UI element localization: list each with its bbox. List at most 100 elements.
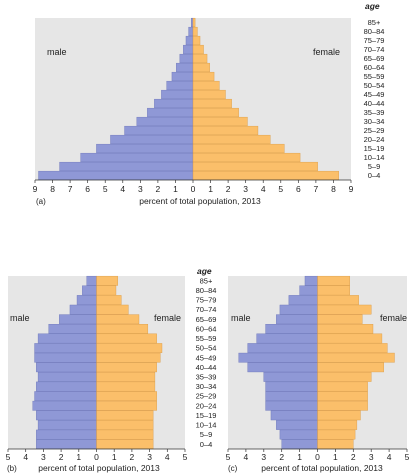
age-label-1-0: 0–4 bbox=[200, 440, 213, 449]
female-bar-2-10 bbox=[317, 343, 388, 353]
x-tick-label-1-1: 4 bbox=[23, 452, 28, 462]
female-bar-2-16 bbox=[317, 285, 350, 296]
panel-b-age-header: age bbox=[197, 266, 212, 276]
male-bar-0-1 bbox=[59, 161, 194, 172]
male-bar-0-14 bbox=[183, 44, 194, 55]
female-bar-1-3 bbox=[96, 410, 154, 421]
male-bar-1-8 bbox=[36, 362, 97, 373]
female-bar-0-12 bbox=[192, 62, 210, 73]
male-bar-2-7 bbox=[263, 372, 318, 382]
panel-c-label: (c) bbox=[228, 464, 238, 473]
male-bar-1-5 bbox=[34, 391, 97, 401]
female-bar-2-9 bbox=[317, 352, 395, 363]
female-bar-0-11 bbox=[192, 71, 215, 82]
x-tick-label-0-14: 5 bbox=[278, 184, 283, 194]
x-tick-label-0-3: 6 bbox=[85, 184, 90, 194]
female-bar-2-7 bbox=[317, 372, 372, 382]
female-bar-2-0 bbox=[317, 439, 354, 450]
x-tick-label-1-0: 5 bbox=[6, 452, 11, 462]
male-bar-1-1 bbox=[36, 429, 97, 440]
male-bar-1-6 bbox=[36, 381, 97, 392]
female-bar-1-17 bbox=[96, 275, 118, 286]
female-bar-2-8 bbox=[317, 362, 384, 373]
female-bar-1-7 bbox=[96, 372, 156, 382]
male-bar-1-17 bbox=[86, 275, 97, 286]
female-bar-2-6 bbox=[317, 381, 368, 392]
age-label-0-4: 20–24 bbox=[364, 135, 385, 144]
panel-a-age-header: age bbox=[365, 1, 380, 11]
x-tick-label-2-4: 1 bbox=[297, 452, 302, 462]
age-label-1-11: 55–59 bbox=[196, 334, 217, 343]
panel-a-male-label: male bbox=[47, 47, 67, 57]
panel-a-label: (a) bbox=[36, 197, 46, 206]
female-bar-0-5 bbox=[192, 125, 259, 136]
male-bar-2-2 bbox=[276, 420, 318, 430]
age-label-1-3: 15–19 bbox=[196, 411, 217, 420]
female-bar-2-11 bbox=[317, 333, 383, 344]
male-bar-2-10 bbox=[247, 343, 318, 353]
age-label-0-13: 65–69 bbox=[364, 54, 385, 63]
panel-a-xlabel: percent of total population, 2013 bbox=[139, 196, 261, 206]
panel-a-female-label: female bbox=[313, 47, 341, 57]
female-bar-0-13 bbox=[192, 53, 208, 64]
age-label-1-13: 65–69 bbox=[196, 315, 217, 324]
male-bar-1-11 bbox=[37, 333, 97, 344]
x-tick-label-0-17: 8 bbox=[331, 184, 336, 194]
male-bar-0-2 bbox=[80, 152, 194, 163]
age-label-1-6: 30–34 bbox=[196, 382, 217, 391]
female-bar-2-15 bbox=[317, 295, 359, 305]
male-bar-2-11 bbox=[256, 333, 318, 344]
x-tick-label-1-8: 3 bbox=[147, 452, 152, 462]
female-bar-0-0 bbox=[192, 170, 339, 181]
female-bar-2-4 bbox=[317, 400, 368, 411]
female-bar-1-11 bbox=[96, 333, 157, 344]
female-bar-2-3 bbox=[317, 410, 361, 421]
female-bar-2-13 bbox=[317, 314, 363, 325]
male-bar-2-3 bbox=[270, 410, 318, 421]
female-bar-2-5 bbox=[317, 391, 368, 401]
male-bar-2-16 bbox=[299, 285, 318, 296]
x-tick-label-1-3: 2 bbox=[59, 452, 64, 462]
female-bar-0-9 bbox=[192, 89, 226, 100]
male-bar-0-15 bbox=[185, 35, 194, 46]
x-tick-label-1-2: 3 bbox=[41, 452, 46, 462]
male-bar-0-11 bbox=[171, 71, 194, 82]
x-tick-label-2-10: 5 bbox=[405, 452, 410, 462]
female-bar-1-8 bbox=[96, 362, 157, 373]
age-label-0-0: 0–4 bbox=[368, 171, 381, 180]
male-bar-0-5 bbox=[124, 125, 194, 136]
age-label-0-11: 55–59 bbox=[364, 72, 385, 81]
female-bar-0-1 bbox=[192, 161, 318, 172]
male-bar-2-15 bbox=[288, 295, 318, 305]
age-label-0-3: 15–19 bbox=[364, 144, 385, 153]
x-tick-label-2-1: 4 bbox=[244, 452, 249, 462]
x-tick-label-0-9: 0 bbox=[191, 184, 196, 194]
male-bar-1-16 bbox=[82, 285, 97, 296]
age-label-1-16: 80–84 bbox=[196, 286, 217, 295]
panel-b-label: (b) bbox=[7, 464, 17, 473]
x-tick-label-0-18: 9 bbox=[349, 184, 354, 194]
male-bar-1-12 bbox=[48, 324, 97, 334]
x-tick-label-2-8: 3 bbox=[369, 452, 374, 462]
x-tick-label-0-4: 5 bbox=[103, 184, 108, 194]
x-tick-label-2-0: 5 bbox=[226, 452, 231, 462]
panel-c-plot: 5 4 3 2 1 0 1 2 3 4 5 bbox=[226, 275, 410, 462]
female-bar-0-2 bbox=[192, 152, 301, 163]
male-bar-2-14 bbox=[279, 304, 318, 315]
female-bar-1-14 bbox=[96, 304, 129, 315]
x-tick-label-0-6: 3 bbox=[138, 184, 143, 194]
panel-b-xlabel: percent of total population, 2013 bbox=[38, 463, 160, 473]
x-tick-label-2-7: 2 bbox=[351, 452, 356, 462]
female-bar-1-2 bbox=[96, 420, 154, 430]
female-bar-0-15 bbox=[192, 35, 201, 46]
x-tick-label-1-4: 1 bbox=[76, 452, 81, 462]
x-tick-label-0-15: 6 bbox=[296, 184, 301, 194]
female-bar-0-10 bbox=[192, 80, 220, 91]
female-bar-1-4 bbox=[96, 400, 157, 411]
male-bar-2-9 bbox=[238, 352, 318, 363]
age-label-0-6: 30–34 bbox=[364, 117, 385, 126]
male-bar-2-0 bbox=[281, 439, 318, 450]
age-label-1-9: 45–49 bbox=[196, 353, 217, 362]
age-label-0-12: 60–64 bbox=[364, 63, 385, 72]
age-label-1-2: 10–14 bbox=[196, 421, 217, 430]
